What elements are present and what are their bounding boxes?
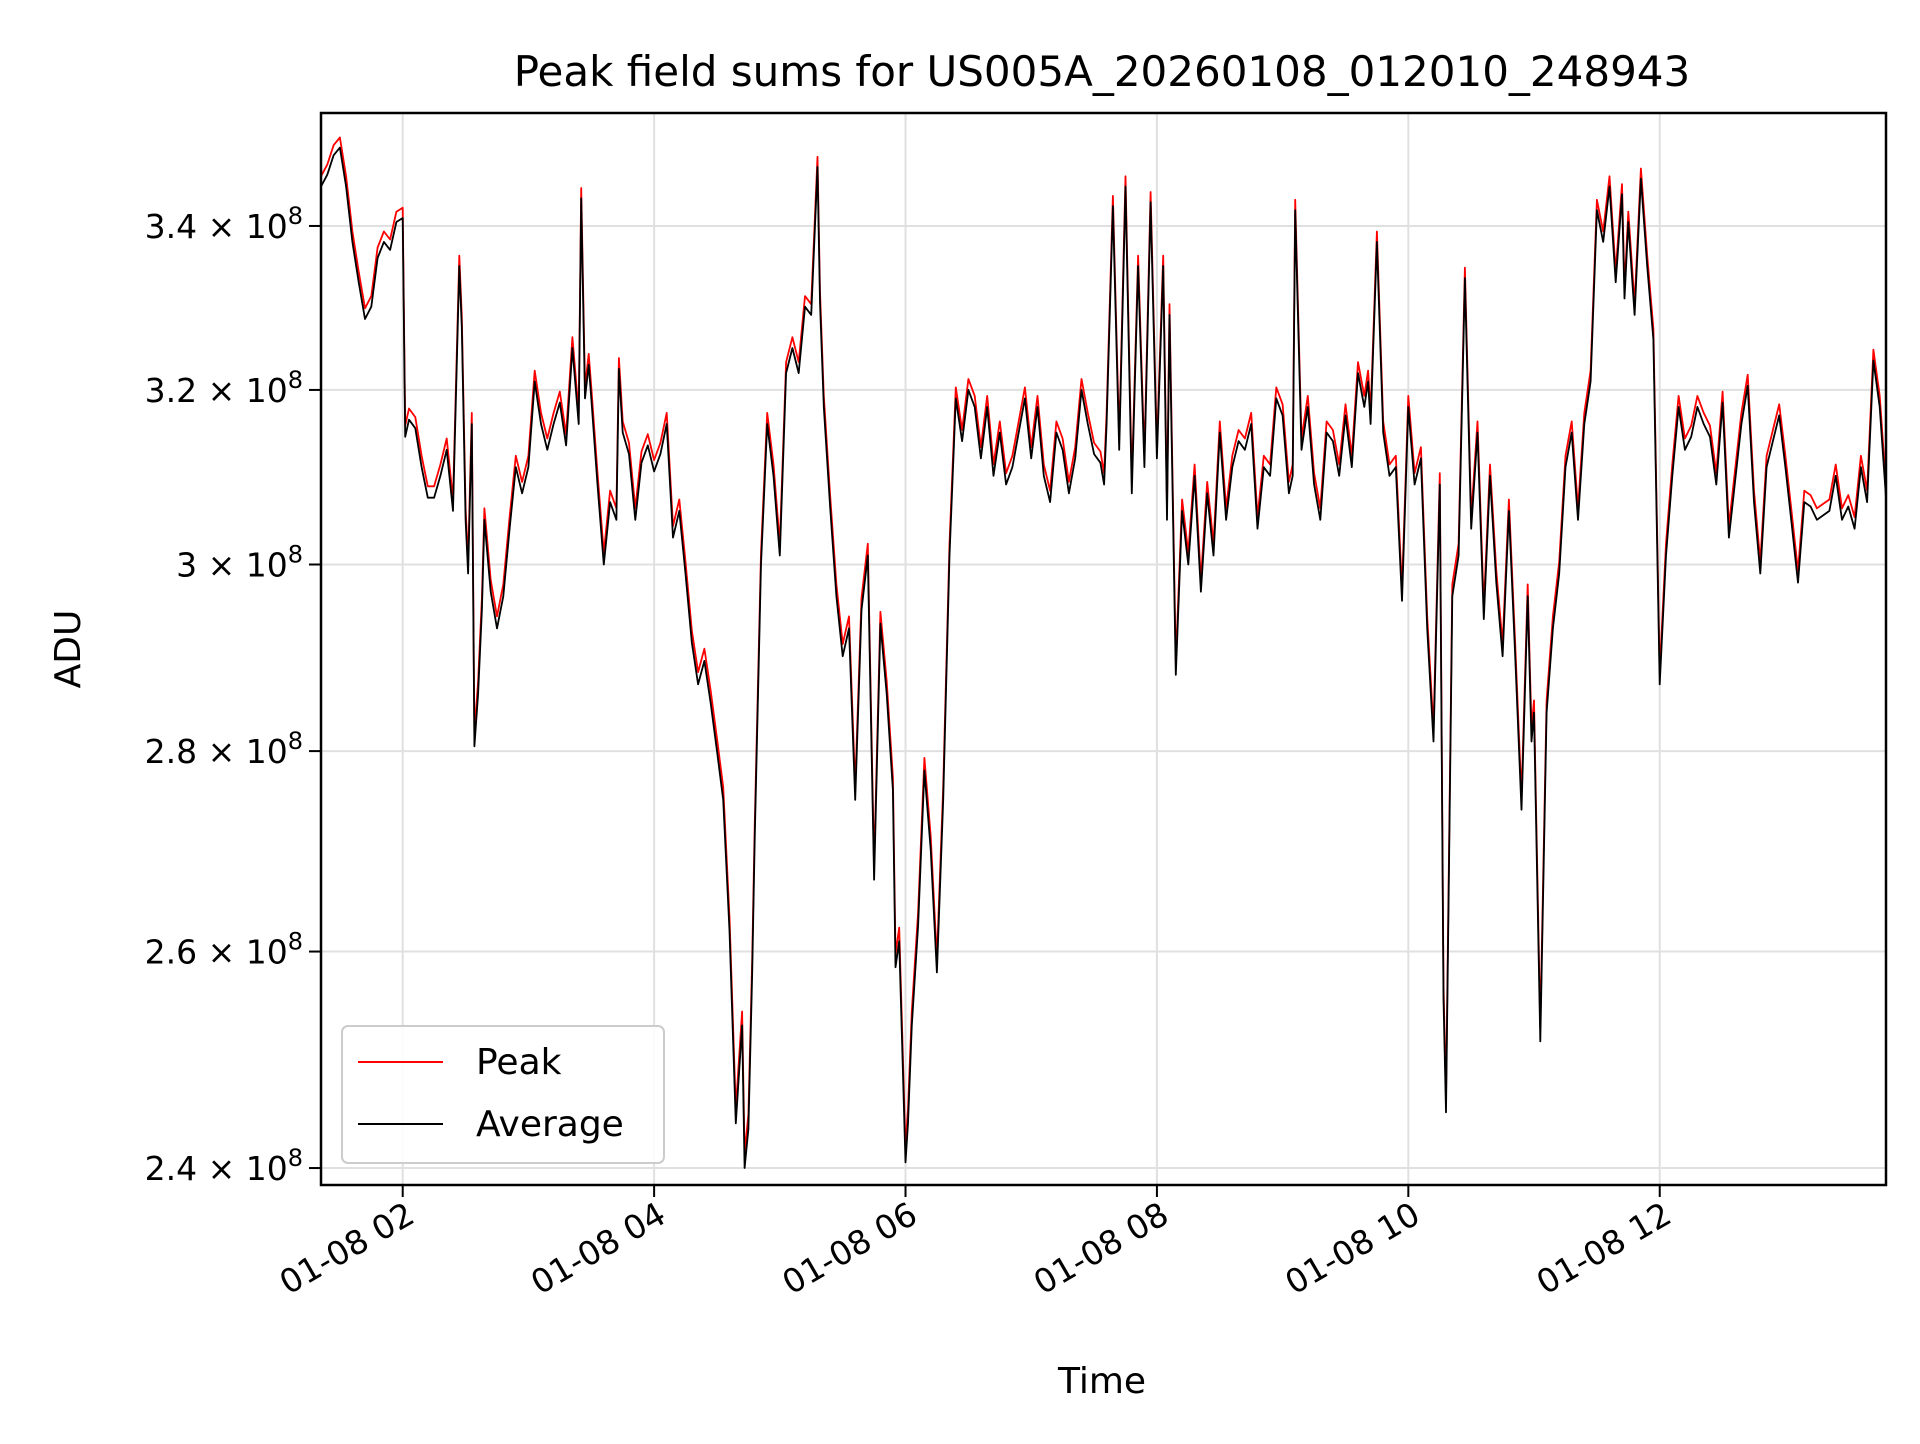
y-axis-label: ADU — [48, 610, 89, 689]
legend-box — [341, 1025, 665, 1164]
legend-label-average: Average — [476, 1104, 624, 1145]
y-tick-label: 3.2 × 108 — [145, 366, 303, 410]
y-tick-label: 3.4 × 108 — [145, 202, 303, 246]
y-tick-label: 2.8 × 108 — [145, 727, 303, 771]
legend-label-peak: Peak — [476, 1042, 562, 1083]
grid-lines — [321, 113, 1886, 1185]
series-lines — [321, 136, 1886, 1169]
y-tick-label: 3 × 108 — [176, 540, 303, 584]
legend: Peak Average — [341, 1025, 665, 1164]
x-axis-label: Time — [1057, 1361, 1146, 1402]
plot-frame — [319, 111, 1888, 1187]
y-axis: 2.4 × 108 2.6 × 108 2.8 × 108 3 × 108 3.2 × … — [145, 202, 321, 1188]
series-line-average — [321, 146, 1886, 1169]
y-tick-label: 2.6 × 108 — [145, 928, 303, 972]
y-tick-label: 2.4 × 108 — [145, 1144, 303, 1188]
chart-title: Peak field sums for US005A_20260108_0120… — [514, 47, 1691, 96]
